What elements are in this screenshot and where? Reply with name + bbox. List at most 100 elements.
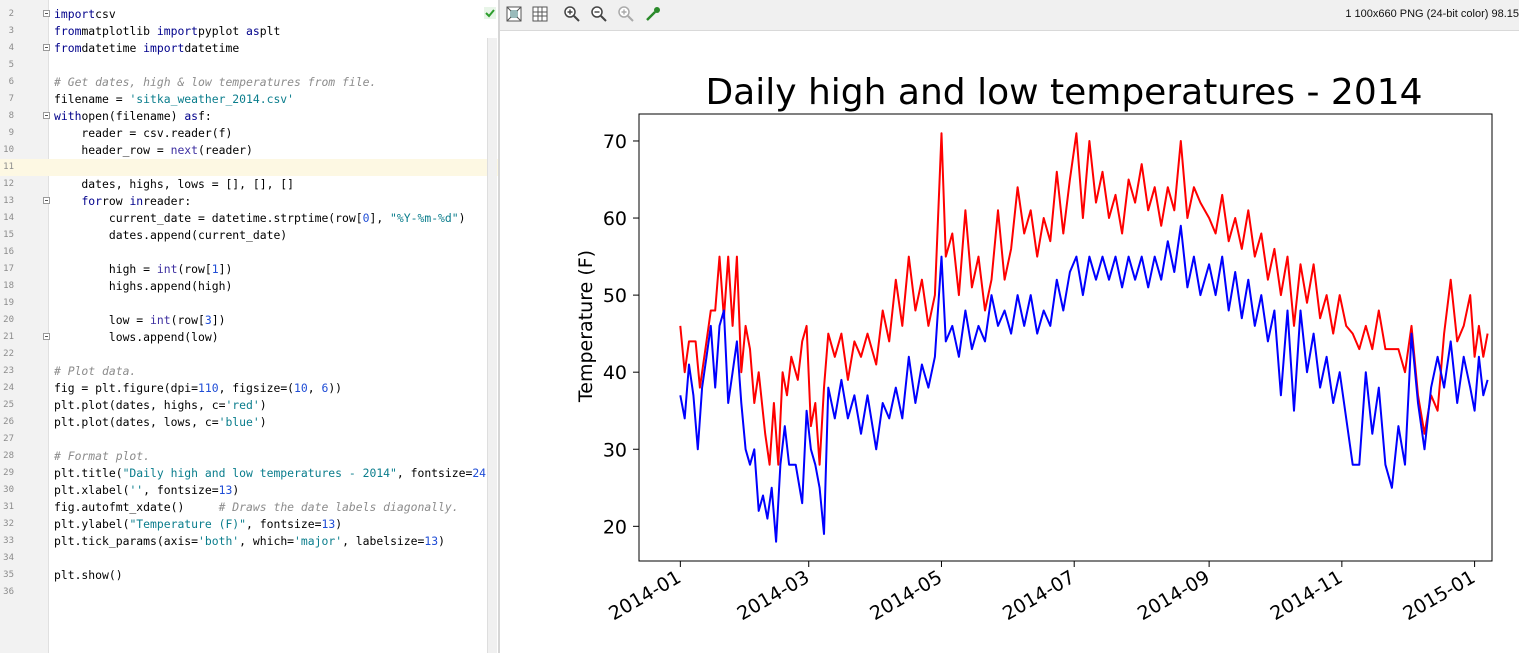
code-token: 13 — [424, 534, 439, 548]
code-line[interactable]: 20 low = int(row[3]) — [0, 312, 498, 329]
code-text: plt.xlabel('', fontsize=13) — [54, 482, 239, 499]
code-text: header_row = next(reader) — [54, 142, 252, 159]
code-token: 13 — [218, 483, 233, 497]
line-number: 22 — [3, 349, 14, 359]
code-text: plt.tick_params(axis='both', which='majo… — [54, 533, 445, 550]
code-line[interactable]: 32 plt.ylabel("Temperature (F)", fontsize… — [0, 516, 498, 533]
code-line[interactable]: 13 forrow inreader: — [0, 193, 498, 210]
code-line[interactable]: 29 plt.title("Daily high and low temperat… — [0, 465, 498, 482]
code-line[interactable]: 30 plt.xlabel('', fontsize=13) — [0, 482, 498, 499]
series-1-line — [679, 224, 1489, 543]
code-line[interactable]: 15 dates.append(current_date) — [0, 227, 498, 244]
code-token: high = — [54, 262, 157, 276]
code-token: as — [184, 109, 199, 123]
code-lines[interactable]: 2 importcsv 3 frommatplotlib importpyplot a… — [0, 6, 498, 601]
code-token: filename = — [54, 92, 130, 106]
code-line[interactable]: 27 — [0, 431, 498, 448]
code-token: datetime — [81, 41, 144, 55]
line-number: 2 — [8, 9, 14, 19]
fold-toggle-icon[interactable] — [43, 10, 50, 17]
code-text: # Plot data. — [54, 363, 136, 380]
code-line[interactable]: 3 frommatplotlib importpyplot asplt — [0, 23, 498, 40]
code-token: plt.show() — [54, 568, 123, 582]
code-token: open(filename) — [81, 109, 185, 123]
fold-toggle-icon[interactable] — [43, 333, 50, 340]
code-line[interactable]: 6 # Get dates, high & low temperatures fr… — [0, 74, 498, 91]
code-token: plt.plot(dates, highs, c= — [54, 398, 226, 412]
zoom-in-icon[interactable] — [562, 4, 582, 24]
code-line[interactable]: 26 plt.plot(dates, lows, c='blue') — [0, 414, 498, 431]
code-line[interactable]: 9 reader = csv.reader(f) — [0, 125, 498, 142]
y-tick-label: 70 — [603, 131, 627, 153]
code-token: , — [307, 381, 322, 395]
fold-toggle-icon[interactable] — [43, 44, 50, 51]
code-token: fig.autofmt_xdate() — [54, 500, 219, 514]
code-line[interactable]: 10 header_row = next(reader) — [0, 142, 498, 159]
code-editor[interactable]: 2 importcsv 3 frommatplotlib importpyplot a… — [0, 0, 498, 653]
line-number: 9 — [8, 128, 14, 138]
code-line[interactable]: 24 fig = plt.figure(dpi=110, figsize=(10,… — [0, 380, 498, 397]
code-line[interactable]: 23 # Plot data. — [0, 363, 498, 380]
x-tick-label: 2014-05 — [866, 566, 946, 625]
color-picker-icon[interactable] — [643, 4, 663, 24]
code-line[interactable]: 19 — [0, 295, 498, 312]
code-text: filename = 'sitka_weather_2014.csv' — [54, 91, 294, 108]
zoom-out-icon[interactable] — [589, 4, 609, 24]
code-line[interactable]: 8 withopen(filename) asf: — [0, 108, 498, 125]
code-token: 13 — [321, 517, 336, 531]
code-line[interactable]: 33 plt.tick_params(axis='both', which='ma… — [0, 533, 498, 550]
line-number: 23 — [3, 366, 14, 376]
code-token: 0 — [362, 211, 370, 225]
code-token: ) — [335, 517, 343, 531]
code-line[interactable]: 5 — [0, 57, 498, 74]
line-number: 28 — [3, 451, 14, 461]
code-line[interactable]: 12 dates, highs, lows = [], [], [] — [0, 176, 498, 193]
line-number: 29 — [3, 468, 14, 478]
fit-to-window-icon[interactable] — [504, 4, 524, 24]
line-number: 18 — [3, 281, 14, 291]
plot-frame — [638, 113, 1493, 562]
code-token: , fontsize= — [143, 483, 219, 497]
code-token: row — [102, 194, 130, 208]
code-line[interactable]: 36 — [0, 584, 498, 601]
line-number: 4 — [8, 43, 14, 53]
code-line[interactable]: 11 — [0, 159, 498, 176]
code-token: 'red' — [225, 398, 260, 412]
code-token: , fontsize= — [396, 466, 473, 480]
x-tick-label: 2014-01 — [605, 566, 685, 625]
editor-scrollbar[interactable] — [487, 38, 497, 653]
code-line[interactable]: 31 fig.autofmt_xdate() # Draws the date l… — [0, 499, 498, 516]
code-line[interactable]: 35 plt.show() — [0, 567, 498, 584]
fold-toggle-icon[interactable] — [43, 197, 50, 204]
zoom-disabled-icon[interactable] — [616, 4, 636, 24]
code-token: 24 — [472, 466, 487, 480]
code-line[interactable]: 7 filename = 'sitka_weather_2014.csv' — [0, 91, 498, 108]
code-text: plt.ylabel("Temperature (F)", fontsize=1… — [54, 516, 342, 533]
code-token: fig = plt.figure(dpi= — [54, 381, 199, 395]
code-text: importcsv — [54, 6, 116, 23]
code-line[interactable]: 18 highs.append(high) — [0, 278, 498, 295]
pane-divider[interactable] — [498, 0, 500, 653]
code-text: withopen(filename) asf: — [54, 108, 212, 125]
code-line[interactable]: 2 importcsv — [0, 6, 498, 23]
actual-size-icon[interactable] — [530, 4, 550, 24]
code-line[interactable]: 21 lows.append(low) — [0, 329, 498, 346]
code-token: dates.append(current_date) — [54, 228, 288, 242]
code-text: plt.plot(dates, lows, c='blue') — [54, 414, 267, 431]
code-line[interactable]: 34 — [0, 550, 498, 567]
y-tick-label: 50 — [603, 285, 627, 307]
code-line[interactable]: 14 current_date = datetime.strptime(row[… — [0, 210, 498, 227]
code-line[interactable]: 22 — [0, 346, 498, 363]
code-token: low = — [54, 313, 151, 327]
fold-toggle-icon[interactable] — [43, 112, 50, 119]
code-line[interactable]: 28 # Format plot. — [0, 448, 498, 465]
code-token: plt.ylabel( — [54, 517, 130, 531]
code-line[interactable]: 25 plt.plot(dates, highs, c='red') — [0, 397, 498, 414]
code-line[interactable]: 17 high = int(row[1]) — [0, 261, 498, 278]
code-line[interactable]: 16 — [0, 244, 498, 261]
code-token: '' — [129, 483, 144, 497]
code-token: import — [54, 7, 96, 21]
code-line[interactable]: 4 fromdatetime importdatetime — [0, 40, 498, 57]
check-icon — [484, 7, 496, 19]
code-token: "Daily high and low temperatures - 2014" — [122, 466, 397, 480]
